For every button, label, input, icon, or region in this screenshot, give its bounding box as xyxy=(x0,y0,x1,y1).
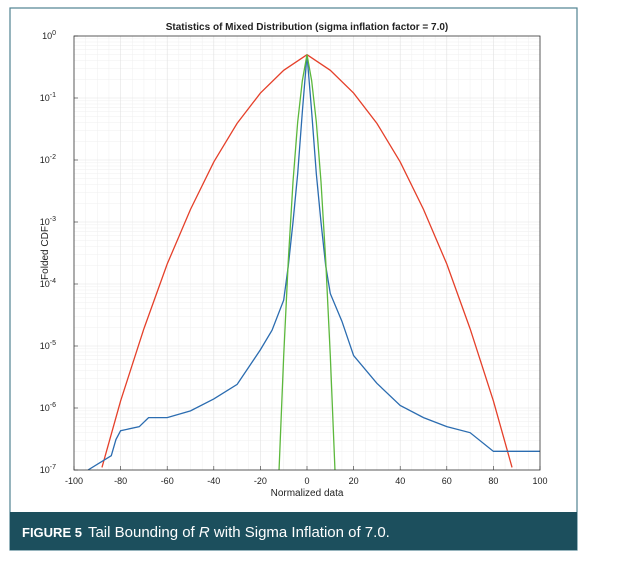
y-axis-label: Folded CDF xyxy=(40,226,51,280)
y-tick-exponent: -5 xyxy=(50,340,56,347)
y-tick-label: 10-4 xyxy=(40,278,56,289)
y-tick-base: 10 xyxy=(40,403,50,413)
x-tick-label: 0 xyxy=(304,476,309,486)
y-tick-label: 10-3 xyxy=(40,216,56,227)
y-tick-label: 10-7 xyxy=(40,464,56,475)
caption: FIGURE 5 Tail Bounding of R with Sigma In… xyxy=(22,524,390,541)
y-tick-base: 10 xyxy=(40,155,50,165)
caption-text: with Sigma Inflation of 7.0. xyxy=(210,524,390,541)
y-tick-base: 10 xyxy=(40,279,50,289)
y-tick-exponent: 0 xyxy=(52,30,56,37)
y-tick-exponent: -1 xyxy=(50,92,56,99)
y-tick-base: 10 xyxy=(40,465,50,475)
y-tick-label: 10-2 xyxy=(40,154,56,165)
figure-frame xyxy=(9,7,578,551)
y-tick-label: 10-5 xyxy=(40,340,56,351)
x-tick-label: -100 xyxy=(65,476,83,486)
y-tick-exponent: -3 xyxy=(50,216,56,223)
chart-title: Statistics of Mixed Distribution (sigma … xyxy=(166,22,449,33)
x-tick-label: 80 xyxy=(488,476,498,486)
caption-label: FIGURE 5 xyxy=(22,525,82,540)
series-line xyxy=(278,54,336,470)
y-tick-base: 10 xyxy=(40,341,50,351)
y-tick-label: 10-6 xyxy=(40,402,56,413)
x-tick-label: -60 xyxy=(161,476,174,486)
x-tick-label: 20 xyxy=(349,476,359,486)
caption-bar xyxy=(10,512,577,550)
x-tick-label: -20 xyxy=(254,476,267,486)
y-tick-exponent: -4 xyxy=(50,278,56,285)
y-tick-exponent: -6 xyxy=(50,402,56,409)
y-tick-label: 100 xyxy=(42,30,56,41)
x-tick-label: 100 xyxy=(532,476,547,486)
caption-text: R xyxy=(199,524,210,541)
y-tick-exponent: -2 xyxy=(50,154,56,161)
x-tick-label: 40 xyxy=(395,476,405,486)
grid xyxy=(73,35,541,471)
x-tick-label: -40 xyxy=(207,476,220,486)
x-axis-label: Normalized data xyxy=(271,488,344,499)
x-tick-label: -80 xyxy=(114,476,127,486)
caption-text: Tail Bounding of xyxy=(88,524,199,541)
y-tick-base: 10 xyxy=(42,31,52,41)
x-tick-label: 60 xyxy=(442,476,452,486)
y-tick-base: 10 xyxy=(40,93,50,103)
series-line xyxy=(87,54,540,470)
y-tick-label: 10-1 xyxy=(40,92,56,103)
y-tick-exponent: -7 xyxy=(50,464,56,471)
y-tick-base: 10 xyxy=(40,217,50,227)
plot-lines xyxy=(87,53,540,470)
